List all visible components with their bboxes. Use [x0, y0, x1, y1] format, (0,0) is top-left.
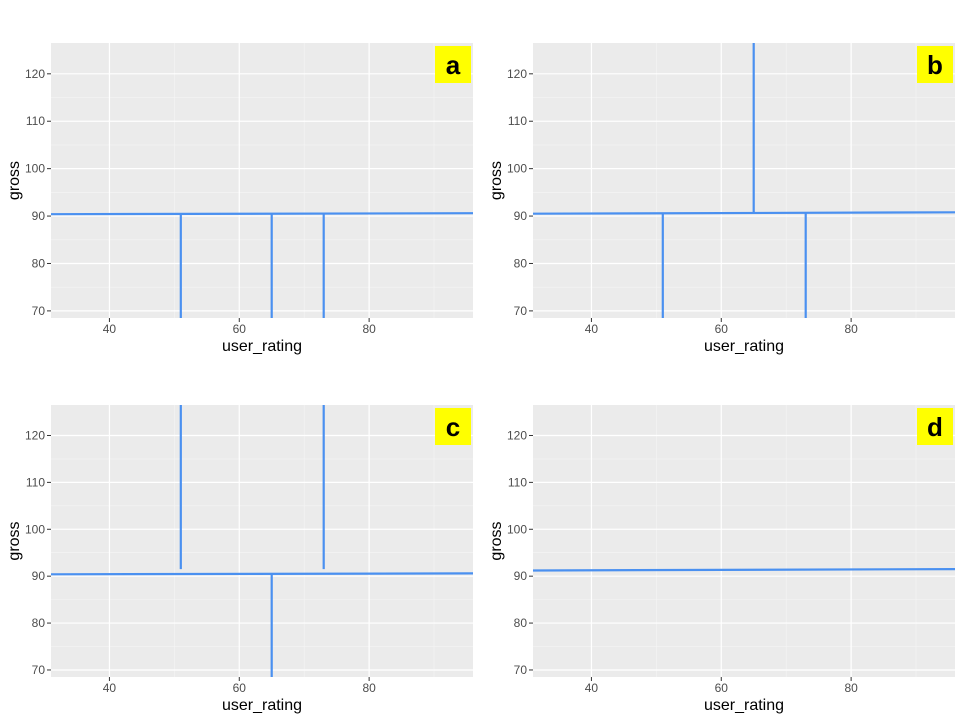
y-tick-label: 100 — [25, 522, 45, 536]
y-tick-label: 120 — [507, 67, 527, 81]
panel-badge-label: c — [446, 412, 460, 442]
x-axis-title: user_rating — [704, 697, 784, 714]
plot-area-a — [51, 43, 473, 318]
y-tick-label: 80 — [32, 256, 46, 270]
y-tick-label: 120 — [25, 428, 45, 442]
x-tick-label: 60 — [233, 322, 247, 336]
plot-area-b — [533, 43, 955, 318]
x-tick-label: 60 — [233, 681, 247, 695]
y-tick-label: 80 — [514, 256, 528, 270]
y-tick-label: 100 — [25, 162, 45, 176]
y-tick-label: 80 — [514, 616, 528, 630]
panel-b: 40 60 80 70 80 90 100 110 120 user_rating gross b — [482, 0, 960, 360]
series-line — [532, 211, 956, 215]
x-tick-label: 40 — [103, 681, 117, 695]
series-line — [50, 212, 474, 216]
panel-badge-label: a — [446, 50, 461, 80]
series-line — [532, 568, 956, 572]
plot-area-d — [533, 405, 955, 677]
panel-badge-label: d — [927, 412, 943, 442]
x-tick-label: 60 — [715, 322, 729, 336]
x-tick-label: 60 — [715, 681, 729, 695]
y-tick-label: 110 — [26, 475, 45, 489]
y-tick-label: 110 — [508, 114, 527, 128]
y-tick-label: 90 — [514, 569, 528, 583]
y-tick-label: 70 — [514, 304, 528, 318]
chart-panel-c: 40 60 80 70 80 90 100 110 120 user_rating gross c — [6, 405, 474, 714]
panel-a: 40 60 80 70 80 90 100 110 120 user_rating gross a — [0, 0, 480, 360]
panel-badge — [917, 408, 953, 445]
y-tick-label: 90 — [32, 209, 46, 223]
y-tick-label: 70 — [514, 663, 528, 677]
y-tick-label: 100 — [507, 162, 527, 176]
x-axis-title: user_rating — [222, 697, 302, 714]
x-tick-label: 80 — [362, 322, 376, 336]
y-axis-title: gross — [488, 521, 505, 560]
panel-badge — [435, 46, 471, 83]
y-axis-title: gross — [488, 161, 505, 200]
plot-area-c — [51, 405, 473, 677]
x-tick-label: 80 — [844, 681, 858, 695]
x-tick-label: 80 — [362, 681, 376, 695]
y-tick-label: 70 — [32, 304, 46, 318]
x-tick-label: 40 — [585, 322, 599, 336]
y-axis-title: gross — [6, 521, 23, 560]
y-axis-title: gross — [6, 161, 23, 200]
panel-d: 40 60 80 70 80 90 100 110 120 user_rating gross d — [482, 362, 960, 720]
y-tick-label: 120 — [25, 67, 45, 81]
y-tick-label: 100 — [507, 522, 527, 536]
y-tick-label: 90 — [514, 209, 528, 223]
y-tick-label: 70 — [32, 663, 46, 677]
panel-badge — [435, 408, 471, 445]
x-axis-title: user_rating — [222, 338, 302, 355]
chart-panel-a: 40 60 80 70 80 90 100 110 120 user_rating gross a — [6, 43, 474, 355]
y-tick-label: 120 — [507, 428, 527, 442]
chart-panel-b: 40 60 80 70 80 90 100 110 120 user_rating gross b — [488, 43, 956, 355]
panel-c: 40 60 80 70 80 90 100 110 120 user_rating gross c — [0, 362, 480, 720]
y-tick-label: 90 — [32, 569, 46, 583]
x-tick-label: 80 — [844, 322, 858, 336]
chart-panel-d: 40 60 80 70 80 90 100 110 120 user_rating gross d — [488, 405, 956, 714]
panel-badge-label: b — [927, 50, 943, 80]
y-tick-label: 110 — [26, 114, 45, 128]
panel-badge — [917, 46, 953, 83]
x-axis-title: user_rating — [704, 338, 784, 355]
y-tick-label: 110 — [508, 475, 527, 489]
series-line — [50, 572, 474, 576]
y-tick-label: 80 — [32, 616, 46, 630]
x-tick-label: 40 — [103, 322, 117, 336]
x-tick-label: 40 — [585, 681, 599, 695]
